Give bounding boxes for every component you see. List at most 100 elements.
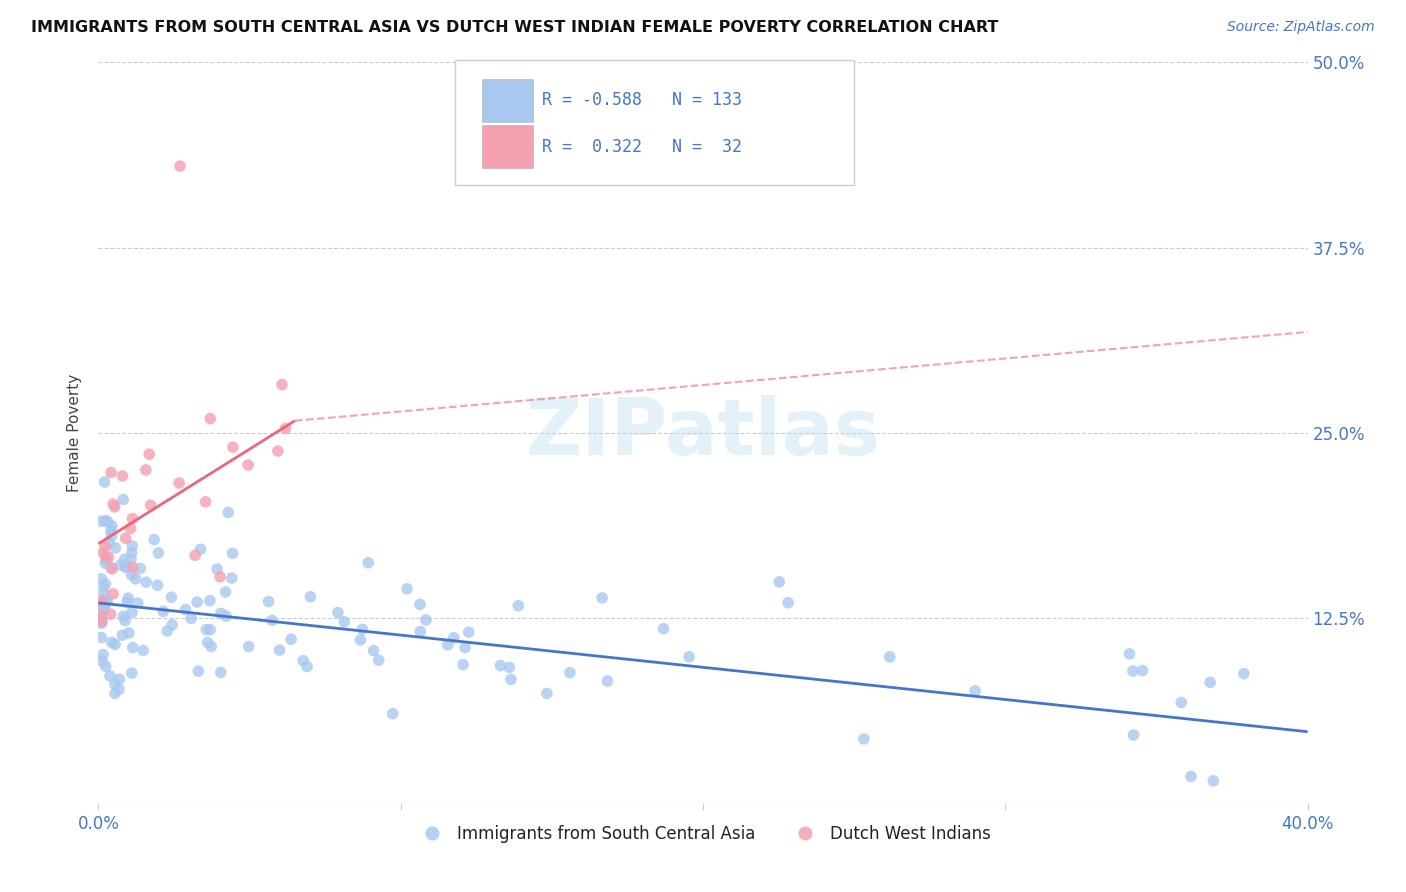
Point — [96, 553, 118, 567]
Legend: Immigrants from South Central Asia, Dutch West Indians: Immigrants from South Central Asia, Dutc… — [408, 819, 998, 850]
Point — [1233, 666, 1256, 681]
Point — [187, 664, 209, 678]
Point — [454, 640, 477, 655]
Point — [678, 649, 700, 664]
Point — [121, 568, 143, 582]
Point — [197, 635, 219, 649]
Point — [90, 631, 112, 645]
Point — [262, 614, 284, 628]
Point — [121, 539, 143, 553]
Point — [852, 731, 875, 746]
Point — [508, 599, 530, 613]
Point — [489, 658, 512, 673]
Point — [121, 666, 143, 681]
Point — [214, 585, 236, 599]
Point — [93, 599, 115, 613]
Point — [100, 560, 122, 574]
Point — [156, 624, 179, 638]
Point — [115, 595, 138, 609]
Point — [124, 572, 146, 586]
Point — [90, 614, 112, 628]
Point — [100, 529, 122, 543]
Point — [146, 578, 169, 592]
Point — [167, 475, 190, 490]
Point — [93, 586, 115, 600]
Point — [117, 591, 139, 606]
Point — [1180, 769, 1202, 783]
Text: ZIPatlas: ZIPatlas — [526, 394, 880, 471]
Point — [121, 546, 143, 560]
Point — [1199, 675, 1222, 690]
Bar — [482, 126, 533, 169]
Point — [221, 571, 243, 585]
Y-axis label: Female Poverty: Female Poverty — [67, 374, 83, 491]
Point — [357, 556, 380, 570]
Point — [415, 613, 437, 627]
Point — [121, 640, 143, 655]
Point — [186, 595, 208, 609]
Point — [267, 444, 290, 458]
Point — [169, 159, 191, 173]
Point — [200, 640, 222, 654]
Point — [437, 638, 460, 652]
Text: R =  0.322   N =  32: R = 0.322 N = 32 — [543, 138, 742, 156]
Point — [457, 625, 479, 640]
Point — [194, 495, 217, 509]
Point — [97, 550, 120, 565]
Point — [221, 546, 243, 560]
Point — [94, 540, 117, 554]
Point — [1118, 647, 1140, 661]
Text: IMMIGRANTS FROM SOUTH CENTRAL ASIA VS DUTCH WEST INDIAN FEMALE POVERTY CORRELATI: IMMIGRANTS FROM SOUTH CENTRAL ASIA VS DU… — [31, 20, 998, 35]
FancyBboxPatch shape — [456, 61, 855, 185]
Point — [97, 515, 120, 529]
Point — [198, 593, 221, 607]
Point — [363, 643, 385, 657]
Point — [205, 562, 228, 576]
Point — [91, 648, 114, 662]
Point — [94, 577, 117, 591]
Point — [93, 601, 115, 615]
Point — [127, 596, 149, 610]
Point — [238, 640, 260, 654]
Point — [381, 706, 404, 721]
Point — [94, 514, 117, 528]
Point — [299, 590, 322, 604]
Point — [174, 602, 197, 616]
Text: Source: ZipAtlas.com: Source: ZipAtlas.com — [1227, 20, 1375, 34]
Point — [292, 654, 315, 668]
Point — [443, 631, 465, 645]
Point — [101, 587, 124, 601]
Point — [111, 628, 134, 642]
Point — [367, 653, 389, 667]
Point — [114, 560, 136, 574]
Point — [90, 594, 112, 608]
Point — [94, 549, 117, 564]
Point — [90, 572, 112, 586]
Point — [209, 570, 232, 584]
Point — [104, 677, 127, 691]
Point — [1132, 664, 1154, 678]
Point — [100, 466, 122, 480]
Point — [90, 608, 112, 623]
Point — [120, 552, 142, 566]
Text: R = -0.588   N = 133: R = -0.588 N = 133 — [543, 91, 742, 109]
Point — [217, 506, 239, 520]
Point — [110, 558, 132, 572]
Point — [1170, 696, 1192, 710]
Point — [326, 606, 349, 620]
Point — [112, 609, 135, 624]
Point — [209, 607, 232, 621]
Point — [93, 475, 115, 489]
Point — [1202, 773, 1225, 788]
Point — [536, 686, 558, 700]
Point — [596, 673, 619, 688]
Point — [104, 500, 127, 514]
Point — [122, 560, 145, 574]
Point — [94, 596, 117, 610]
Point — [257, 594, 280, 608]
Point — [558, 665, 581, 680]
Point — [184, 549, 207, 563]
Point — [768, 574, 790, 589]
Point — [132, 643, 155, 657]
Point — [195, 623, 218, 637]
